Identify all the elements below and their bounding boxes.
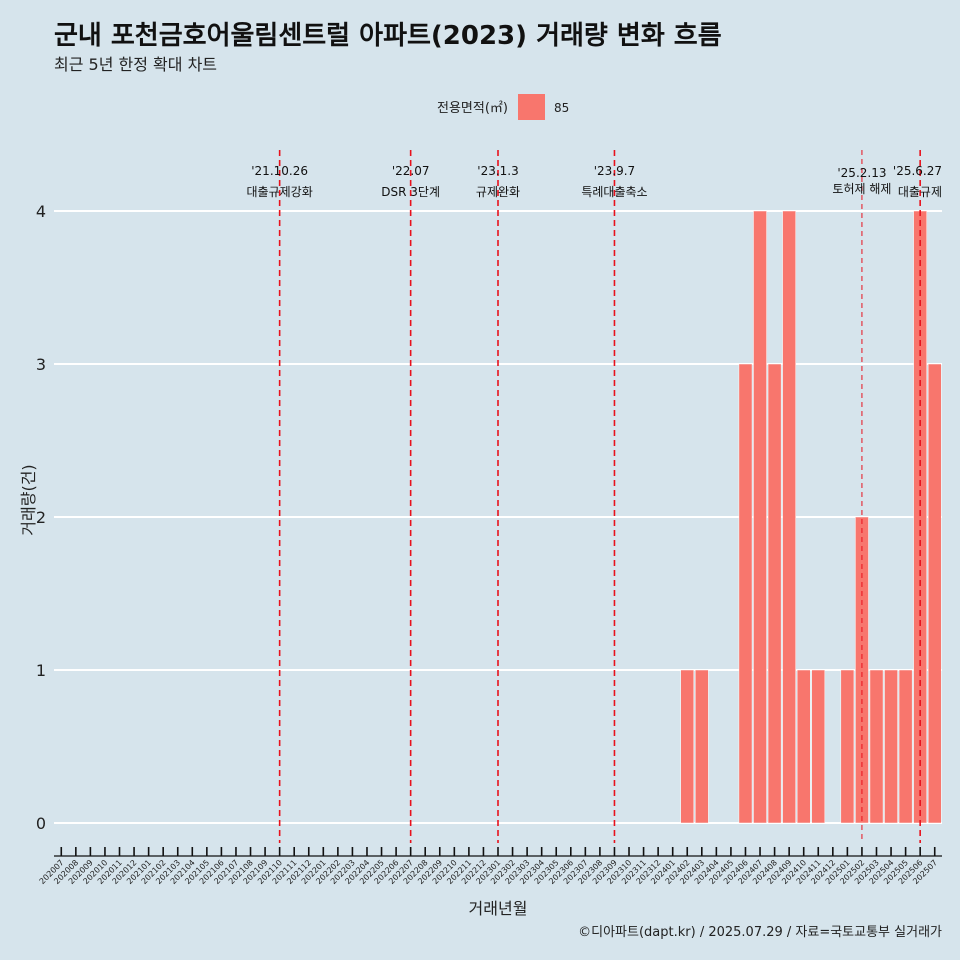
bar-202504	[884, 669, 898, 824]
y-tick-label-2: 2	[36, 508, 46, 527]
event-label-202110: 대출규제강화	[247, 185, 313, 199]
event-date-202207: '22.07	[392, 164, 430, 178]
legend: 전용면적(㎡) 85	[437, 94, 569, 120]
bar-202406	[738, 363, 753, 824]
event-label-202502: 토허제 해제	[832, 182, 891, 196]
x-axis-title: 거래년월	[469, 899, 528, 918]
caption: ©디아파트(dapt.kr) / 2025.07.29 / 자료=국토교통부 실…	[578, 925, 942, 940]
y-tick-label-3: 3	[36, 355, 46, 374]
event-label-202207: DSR 3단계	[381, 185, 440, 199]
bar-202501	[840, 669, 855, 824]
y-axis-title: 거래량(건)	[19, 464, 38, 535]
event-date-202502: '25.2.13	[837, 166, 886, 180]
bar-202402	[680, 669, 695, 824]
bar-202407	[753, 210, 767, 824]
y-tick-label-4: 4	[36, 202, 46, 221]
bar-202408	[767, 363, 782, 824]
y-tick-label-1: 1	[36, 661, 46, 680]
chart-title: 군내 포천금호어울림센트럴 아파트(2023) 거래량 변화 흐름	[54, 21, 722, 51]
bar-202503	[869, 669, 884, 824]
event-label-202506: 대출규제	[898, 185, 942, 199]
bar-202411	[811, 669, 826, 824]
event-markers: '21.10.26 대출규제강화 '22.07 DSR 3단계 '23.1.3 규제완화 '…	[247, 150, 942, 843]
bar-202507	[927, 363, 942, 824]
x-axis: 2020072020082020092020102020112020122021…	[38, 847, 942, 886]
event-date-202506: '25.6.27	[893, 164, 942, 178]
y-axis-ticks: 0 1 2 3 4	[36, 202, 46, 833]
event-label-202309: 특례대출축소	[581, 185, 647, 199]
legend-title: 전용면적(㎡)	[437, 101, 508, 116]
bars	[680, 210, 942, 824]
bar-202502	[855, 516, 869, 824]
legend-label-85: 85	[554, 101, 569, 115]
chart-subtitle: 최근 5년 한정 확대 차트	[54, 55, 217, 74]
event-date-202301: '23.1.3	[477, 164, 518, 178]
bar-202505	[898, 669, 913, 824]
event-label-202301: 규제완화	[476, 185, 520, 199]
event-date-202110: '21.10.26	[251, 164, 308, 178]
y-tick-label-0: 0	[36, 814, 46, 833]
bar-202409	[782, 210, 796, 824]
legend-swatch-85	[518, 94, 545, 120]
event-date-202309: '23.9.7	[594, 164, 635, 178]
bar-202403	[695, 669, 709, 824]
bar-202410	[796, 669, 811, 824]
